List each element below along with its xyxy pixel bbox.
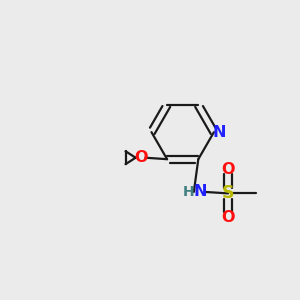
- Text: N: N: [212, 125, 226, 140]
- Text: O: O: [221, 161, 235, 176]
- Text: S: S: [222, 184, 234, 202]
- Text: H: H: [183, 185, 194, 199]
- Text: O: O: [134, 150, 148, 165]
- Text: O: O: [221, 210, 235, 225]
- Text: N: N: [194, 184, 207, 200]
